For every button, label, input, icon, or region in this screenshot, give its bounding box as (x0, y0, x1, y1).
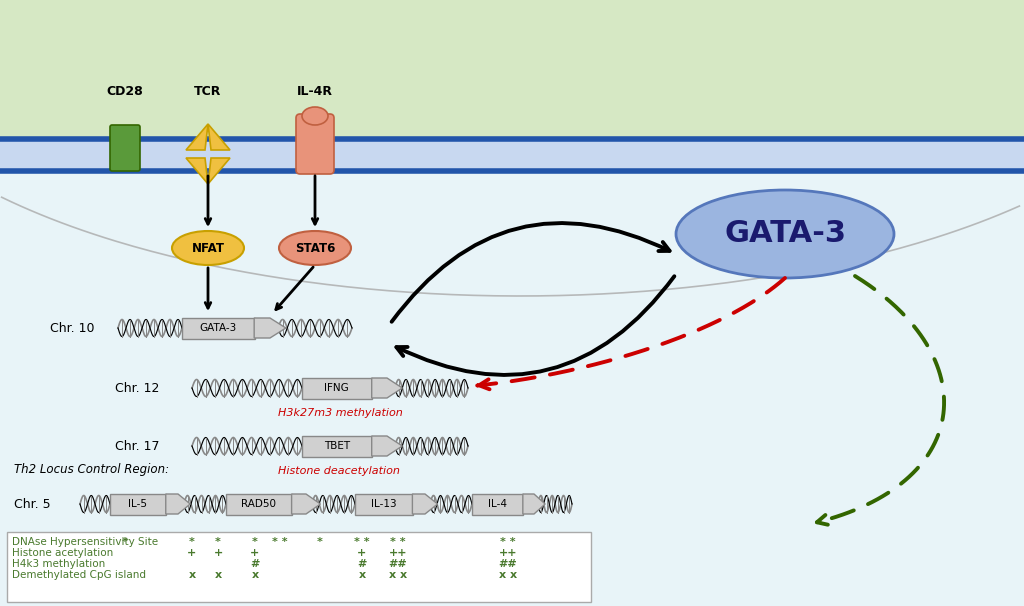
FancyBboxPatch shape (110, 125, 140, 171)
FancyArrow shape (523, 494, 545, 514)
Polygon shape (186, 124, 208, 150)
Text: Histone acetylation: Histone acetylation (12, 548, 114, 558)
Text: +: + (357, 548, 367, 558)
Text: x: x (188, 570, 196, 580)
Ellipse shape (676, 190, 894, 278)
Text: * *: * * (500, 537, 516, 547)
Text: TCR: TCR (195, 85, 221, 98)
FancyBboxPatch shape (181, 318, 255, 339)
Text: *: * (252, 537, 258, 547)
FancyArrow shape (292, 494, 321, 514)
Polygon shape (208, 124, 230, 150)
Text: STAT6: STAT6 (295, 242, 335, 255)
Text: NFAT: NFAT (191, 242, 224, 255)
Text: Chr. 10: Chr. 10 (50, 322, 94, 335)
Text: Demethylated CpG island: Demethylated CpG island (12, 570, 146, 580)
Text: IL-5: IL-5 (128, 499, 147, 509)
Text: Chr. 12: Chr. 12 (115, 382, 160, 395)
Text: * *: * * (390, 537, 406, 547)
Text: *: * (122, 537, 128, 547)
Text: +: + (187, 548, 197, 558)
Text: +: + (251, 548, 260, 558)
Text: x: x (358, 570, 366, 580)
Text: Chr. 17: Chr. 17 (115, 439, 160, 453)
Text: +: + (213, 548, 222, 558)
Text: TBET: TBET (324, 441, 350, 451)
Text: H3k27m3 methylation: H3k27m3 methylation (278, 408, 402, 418)
Text: * *: * * (272, 537, 288, 547)
FancyBboxPatch shape (301, 378, 372, 399)
Text: Histone deacetylation: Histone deacetylation (278, 466, 400, 476)
FancyBboxPatch shape (471, 493, 523, 514)
FancyArrow shape (372, 378, 402, 398)
Text: x: x (214, 570, 221, 580)
Text: RAD50: RAD50 (242, 499, 276, 509)
FancyBboxPatch shape (0, 156, 1024, 606)
Text: #: # (250, 559, 260, 569)
FancyBboxPatch shape (296, 114, 334, 174)
FancyArrow shape (254, 318, 286, 338)
FancyBboxPatch shape (0, 139, 1024, 171)
FancyBboxPatch shape (354, 493, 413, 514)
Text: ++: ++ (499, 548, 517, 558)
FancyArrow shape (372, 436, 402, 456)
Text: GATA-3: GATA-3 (200, 323, 237, 333)
Text: GATA-3: GATA-3 (724, 219, 846, 248)
Ellipse shape (172, 231, 244, 265)
FancyBboxPatch shape (7, 532, 591, 602)
Text: IL-4R: IL-4R (297, 85, 333, 98)
Ellipse shape (302, 107, 328, 125)
FancyArrow shape (413, 494, 437, 514)
Text: ##: ## (389, 559, 408, 569)
FancyBboxPatch shape (0, 0, 1024, 156)
FancyBboxPatch shape (110, 493, 166, 514)
FancyArrow shape (166, 494, 190, 514)
Text: *: * (189, 537, 195, 547)
Text: H4k3 methylation: H4k3 methylation (12, 559, 105, 569)
Text: x x: x x (389, 570, 408, 580)
Text: *: * (215, 537, 221, 547)
FancyBboxPatch shape (225, 493, 292, 514)
Text: CD28: CD28 (106, 85, 143, 98)
Polygon shape (186, 158, 208, 184)
Text: ##: ## (499, 559, 517, 569)
Text: IL-13: IL-13 (371, 499, 396, 509)
FancyBboxPatch shape (301, 436, 372, 456)
Text: Chr. 5: Chr. 5 (14, 498, 50, 510)
Text: IFNG: IFNG (325, 383, 349, 393)
Text: Th2 Locus Control Region:: Th2 Locus Control Region: (14, 463, 169, 476)
Text: * *: * * (354, 537, 370, 547)
Text: IL-4: IL-4 (487, 499, 507, 509)
Text: x: x (252, 570, 259, 580)
Text: x x: x x (499, 570, 517, 580)
Polygon shape (208, 158, 230, 184)
Text: #: # (357, 559, 367, 569)
Text: ++: ++ (389, 548, 408, 558)
Text: DNAse Hypersensitivity Site: DNAse Hypersensitivity Site (12, 537, 158, 547)
Ellipse shape (279, 231, 351, 265)
Text: *: * (317, 537, 323, 547)
